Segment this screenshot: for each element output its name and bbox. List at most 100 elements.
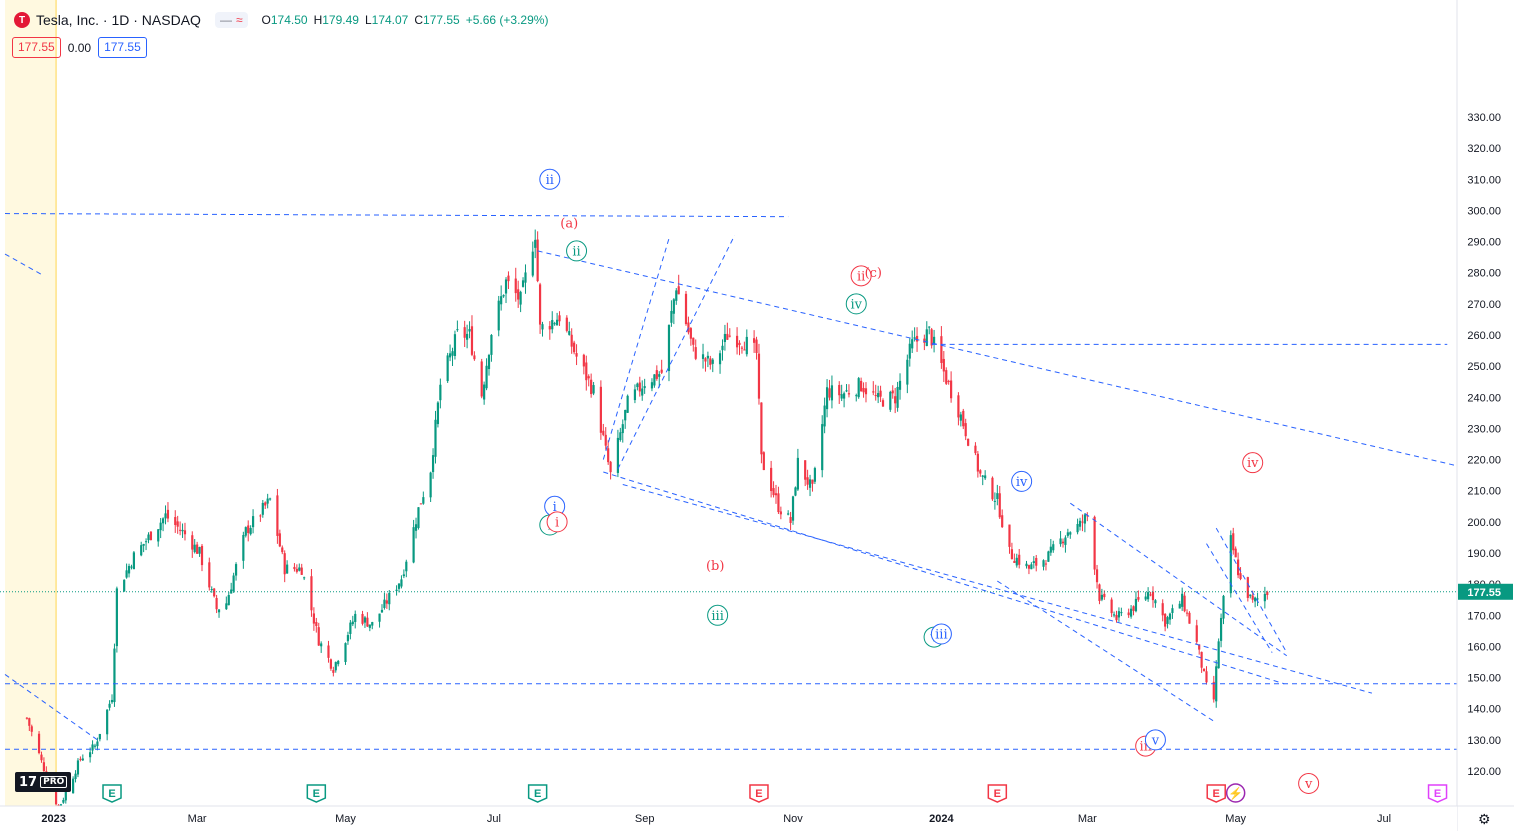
candle-body	[276, 495, 279, 536]
pro-badge: PRO	[40, 776, 68, 788]
x-tick-label: May	[335, 813, 356, 825]
candle-body	[157, 529, 160, 542]
candle-body	[213, 588, 216, 597]
candle-body	[468, 329, 471, 332]
candle-body	[422, 497, 425, 504]
candle-body	[463, 327, 466, 338]
indicator-toggle-button[interactable]: — ≈	[214, 12, 248, 28]
open-label: O	[261, 13, 271, 27]
candle-body	[650, 382, 654, 389]
candle-body	[497, 300, 500, 331]
candle-body	[599, 386, 602, 433]
candle-body	[1059, 538, 1062, 545]
candle-body	[502, 295, 505, 297]
trend-line	[1206, 543, 1273, 653]
candle-body	[979, 470, 982, 474]
candle-body	[1202, 668, 1206, 672]
candle-body	[711, 359, 714, 364]
candle-body	[30, 726, 33, 732]
candle-body	[397, 583, 401, 589]
candle-body	[317, 627, 320, 646]
candle-body	[726, 333, 729, 340]
high-label: H	[313, 13, 323, 27]
candle-body	[434, 419, 437, 457]
candle-body	[1181, 593, 1184, 607]
buy-price-button[interactable]: 177.55	[98, 37, 147, 58]
candle-body	[1254, 597, 1257, 602]
candle-body	[1013, 561, 1016, 563]
candle-body	[1171, 608, 1174, 614]
candle-body	[473, 355, 476, 360]
candle-body	[181, 529, 184, 532]
candle-body	[1064, 537, 1067, 545]
sell-price-button[interactable]: 177.55	[12, 37, 61, 58]
tradingview-logo[interactable]: 17 PRO	[15, 772, 72, 792]
candle-body	[860, 380, 863, 392]
wave-label-circle	[546, 511, 568, 533]
minus-icon: —	[219, 13, 232, 27]
last-price-label: 177.55	[1467, 587, 1501, 599]
wave-label-circle	[850, 265, 872, 287]
candle-body	[242, 535, 245, 561]
candle-body	[25, 717, 28, 719]
symbol-title[interactable]: Tesla, Inc. · 1D · NASDAQ	[36, 12, 201, 28]
gear-icon[interactable]: ⚙	[1478, 811, 1491, 827]
earnings-letter: E	[108, 788, 115, 800]
candle-body	[976, 453, 979, 472]
candle-body	[828, 388, 831, 398]
tesla-logo-icon[interactable]: T	[14, 12, 30, 28]
y-tick-label: 190.00	[1467, 548, 1501, 560]
candle-body	[658, 374, 661, 377]
candle-body	[98, 733, 101, 740]
candle-body	[261, 502, 264, 515]
candle-body	[675, 290, 678, 301]
y-tick-label: 210.00	[1467, 486, 1501, 498]
trend-line	[617, 235, 736, 470]
candle-body	[208, 562, 211, 588]
earnings-letter: E	[1213, 788, 1220, 800]
candle-body	[551, 320, 554, 330]
candle-body	[845, 390, 848, 392]
y-tick-label: 270.00	[1467, 299, 1501, 311]
candle-body	[1110, 599, 1113, 614]
candle-body	[808, 479, 812, 488]
candle-body	[791, 496, 795, 521]
candle-body	[312, 613, 315, 624]
y-tick-label: 200.00	[1467, 517, 1501, 529]
candle-body	[548, 326, 551, 330]
chart-background	[5, 0, 57, 806]
candle-body	[431, 455, 435, 473]
candle-body	[1144, 596, 1147, 600]
candle-body	[327, 645, 330, 658]
wave-label: ii	[857, 269, 865, 284]
candle-body	[894, 396, 897, 404]
earnings-event-icon	[1206, 784, 1226, 803]
candle-body	[1025, 563, 1028, 567]
candle-body	[694, 347, 697, 359]
trend-line	[4, 674, 98, 741]
candle-body	[709, 358, 712, 365]
candle-body	[1103, 593, 1106, 598]
ohlc-values: O174.50 H179.49 L174.07 C177.55 +5.66 (+…	[262, 13, 549, 27]
candle-body	[385, 600, 388, 604]
candle-body	[110, 699, 114, 703]
candle-body	[1120, 612, 1123, 614]
candle-body	[436, 402, 440, 425]
candle-body	[541, 324, 544, 330]
x-tick-label: Jul	[1377, 813, 1391, 825]
y-tick-label: 290.00	[1467, 237, 1501, 249]
candle-body	[144, 541, 148, 543]
candle-body	[363, 617, 367, 623]
candle-body	[573, 342, 576, 353]
candle-body	[1083, 514, 1086, 524]
candle-body	[592, 385, 595, 394]
candle-body	[974, 445, 977, 454]
candle-body	[378, 613, 381, 622]
candle-body	[811, 479, 814, 484]
candle-body	[624, 409, 627, 421]
candle-body	[879, 390, 882, 397]
spread-value: 0.00	[67, 40, 92, 55]
earnings-letter: E	[534, 788, 541, 800]
candle-body	[351, 621, 354, 625]
